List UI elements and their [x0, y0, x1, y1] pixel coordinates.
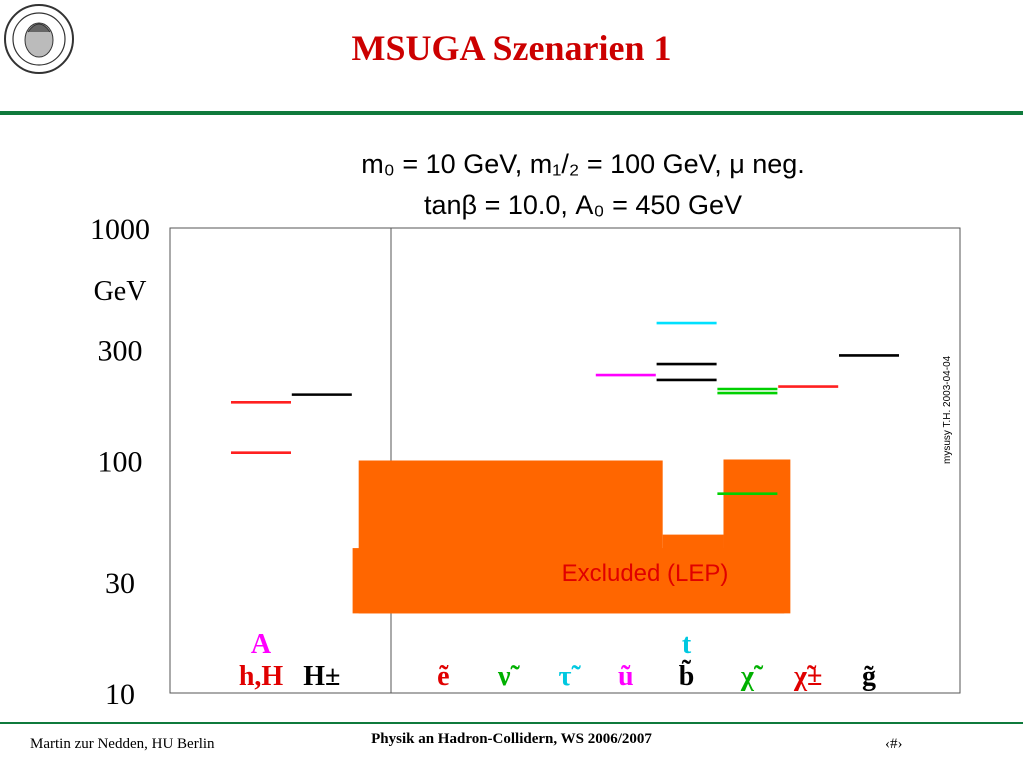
- particle-label: χ̃: [740, 661, 764, 692]
- particle-label: ẽ: [437, 661, 449, 692]
- particle-label: g̃: [862, 661, 876, 692]
- particle-label: b̃: [679, 661, 695, 692]
- plot-frame: [169, 227, 961, 694]
- top-divider: [0, 111, 1023, 115]
- y-tick-label: 300: [98, 335, 143, 368]
- particle-label: χ̃±: [793, 661, 822, 692]
- y-tick-label: 100: [98, 446, 143, 479]
- footer-page-number: ‹#›: [885, 736, 903, 752]
- y-tick-label: 10: [105, 678, 135, 711]
- y-tick-label: 30: [105, 567, 135, 600]
- slide-title: MSUGA Szenarien 1: [351, 28, 672, 68]
- particle-labels: Ah,H H± ẽ ν̃ τ̃ ũ tb̃ χ̃ χ̃± g̃: [239, 629, 876, 692]
- particle-label: t: [682, 629, 692, 660]
- chart-header-line1: m₀ = 10 GeV, m₁/₂ = 100 GeV, μ neg.: [361, 149, 805, 179]
- particle-label: τ̃: [559, 661, 582, 692]
- excluded-region: [352, 459, 791, 614]
- particle-label: ν̃: [497, 661, 521, 692]
- mass-levels: [231, 321, 899, 495]
- bottom-divider: [0, 722, 1023, 724]
- excluded-block-1: [358, 460, 663, 614]
- particle-label: ũ: [618, 661, 634, 692]
- excluded-label: Excluded (LEP): [562, 560, 729, 587]
- footer-author: Martin zur Nedden, HU Berlin: [30, 736, 215, 752]
- chart-header-line2: tanβ = 10.0, A₀ = 450 GeV: [424, 190, 742, 220]
- side-credit: mysusy T.H. 2003-04-04: [942, 355, 953, 464]
- university-seal-icon: [4, 4, 74, 74]
- footer-course: Physik an Hadron-Collidern, WS 2006/2007: [371, 731, 652, 747]
- particle-label: h,H: [239, 661, 284, 692]
- excluded-block-2: [662, 534, 724, 614]
- particle-label: H±: [303, 661, 340, 692]
- spectrum-chart: m₀ = 10 GeV, m₁/₂ = 100 GeV, μ neg. tanβ…: [90, 149, 961, 711]
- y-tick-label: 1000: [90, 213, 150, 246]
- particle-label: A: [251, 629, 272, 660]
- y-axis-ticks: 1000 300 100 30 10: [90, 213, 150, 711]
- y-unit-label: GeV: [94, 276, 147, 307]
- excluded-block-3: [723, 459, 791, 614]
